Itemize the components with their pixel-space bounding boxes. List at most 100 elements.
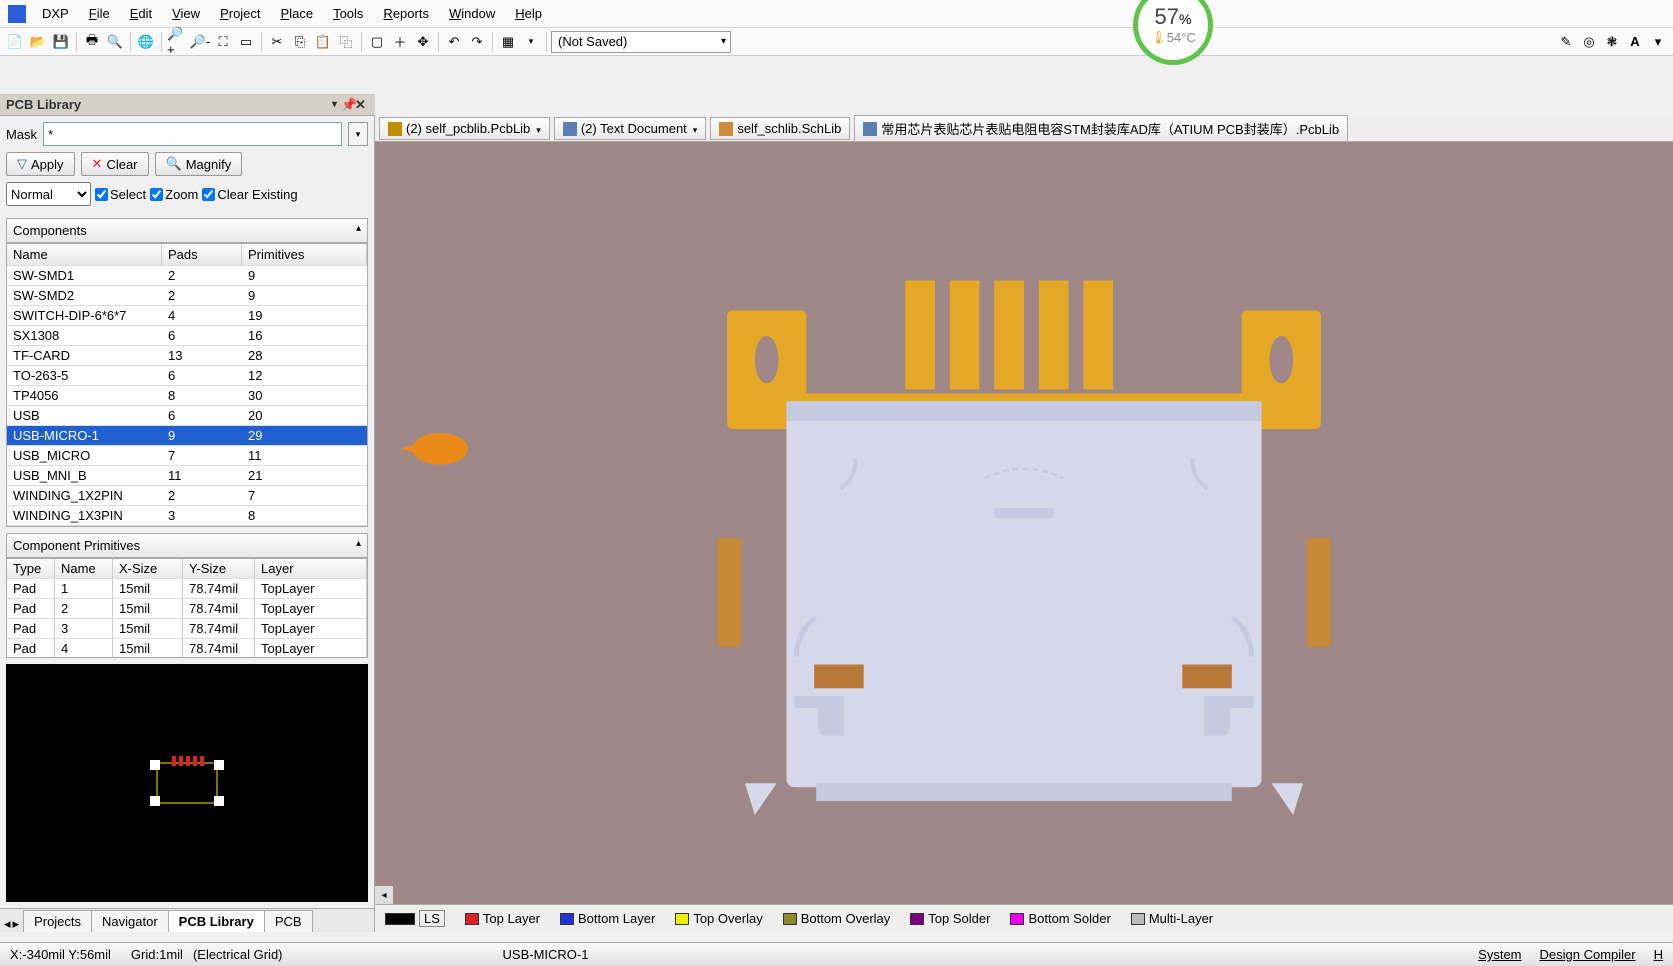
col-layer[interactable]: Layer xyxy=(255,559,367,578)
doc-tab[interactable]: (2) self_pcblib.PcbLib xyxy=(379,117,550,140)
layer-tab[interactable]: Bottom Solder xyxy=(1004,909,1116,928)
close-icon[interactable]: ✕ xyxy=(355,97,369,113)
doc-tab[interactable]: self_schlib.SchLib xyxy=(710,117,850,140)
status-system[interactable]: System xyxy=(1478,947,1521,962)
layer-tab[interactable]: LS xyxy=(379,908,451,929)
layer-tab[interactable]: Multi-Layer xyxy=(1125,909,1219,928)
open-icon[interactable]: 📂 xyxy=(27,31,49,53)
cut-icon[interactable]: ✂ xyxy=(266,31,288,53)
menu-file[interactable]: File xyxy=(79,2,120,25)
crosshair-icon[interactable]: ＋ xyxy=(389,31,411,53)
table-row[interactable]: TO-263-5612 xyxy=(7,366,367,386)
tab-pcb-library[interactable]: PCB Library xyxy=(168,910,265,932)
select-checkbox[interactable]: Select xyxy=(95,187,146,202)
table-row[interactable]: USB_MNI_B1121 xyxy=(7,466,367,486)
table-row[interactable]: Pad415mil78.74milTopLayer xyxy=(7,639,367,658)
layer-tab[interactable]: Bottom Overlay xyxy=(777,909,897,928)
table-row[interactable]: SW-SMD229 xyxy=(7,286,367,306)
table-row[interactable]: SWITCH-DIP-6*6*7419 xyxy=(7,306,367,326)
primitives-grid[interactable]: Type Name X-Size Y-Size Layer Pad115mil7… xyxy=(6,558,368,658)
dup-icon[interactable]: ⿻ xyxy=(335,31,357,53)
menu-window[interactable]: Window xyxy=(439,2,505,25)
move-icon[interactable]: ✥ xyxy=(412,31,434,53)
tab-projects[interactable]: Projects xyxy=(23,910,92,932)
chevron-down-icon[interactable] xyxy=(691,121,698,136)
zoom-checkbox[interactable]: Zoom xyxy=(150,187,198,202)
table-row[interactable]: USB620 xyxy=(7,406,367,426)
mask-dropdown[interactable]: ▾ xyxy=(348,122,368,146)
menu-help[interactable]: Help xyxy=(505,2,552,25)
magnify-button[interactable]: 🔍Magnify xyxy=(155,152,243,176)
pin-icon[interactable]: 📌 xyxy=(341,97,355,113)
layer-tab[interactable]: Top Solder xyxy=(904,909,996,928)
col-name[interactable]: Name xyxy=(7,244,162,265)
mode-select[interactable]: Normal xyxy=(6,182,91,206)
grid-icon[interactable]: ▦ xyxy=(497,31,519,53)
tab-pcb[interactable]: PCB xyxy=(264,910,313,932)
save-icon[interactable]: 💾 xyxy=(50,31,72,53)
clear-button[interactable]: ✕Clear xyxy=(81,152,149,176)
col-x[interactable]: X-Size xyxy=(113,559,183,578)
zoom-select-icon[interactable]: ▭ xyxy=(235,31,257,53)
scroll-left-icon[interactable]: ◂ xyxy=(375,886,393,904)
menu-edit[interactable]: Edit xyxy=(120,2,162,25)
col-primitives[interactable]: Primitives xyxy=(242,244,367,265)
col-type[interactable]: Type xyxy=(7,559,55,578)
table-row[interactable]: Pad315mil78.74milTopLayer xyxy=(7,619,367,639)
layer-tab[interactable]: Top Layer xyxy=(459,909,546,928)
col-name2[interactable]: Name xyxy=(55,559,113,578)
menu-place[interactable]: Place xyxy=(271,2,324,25)
zoom-fit-icon[interactable]: ⛶ xyxy=(212,31,234,53)
components-grid[interactable]: Name Pads Primitives SW-SMD129SW-SMD229S… xyxy=(6,243,368,527)
redo-icon[interactable]: ↷ xyxy=(466,31,488,53)
sel-rect-icon[interactable]: ▢ xyxy=(366,31,388,53)
zoom-in-icon[interactable]: 🔎+ xyxy=(166,31,188,53)
menu-project[interactable]: Project xyxy=(210,2,270,25)
doc-tab[interactable]: 常用芯片表贴芯片表贴电阻电容STM封装库AD库（ATIUM PCB封装库）.Pc… xyxy=(854,115,1348,142)
menu-reports[interactable]: Reports xyxy=(373,2,439,25)
status-h[interactable]: H xyxy=(1654,947,1663,962)
more-icon[interactable]: ▾ xyxy=(1647,31,1669,53)
grid-dd-icon[interactable]: ▾ xyxy=(520,31,542,53)
tab-next-icon[interactable]: ▸ xyxy=(13,916,20,932)
paste-icon[interactable]: 📋 xyxy=(312,31,334,53)
pcb-3d-viewport[interactable]: ◂ xyxy=(375,142,1673,904)
collapse-icon[interactable]: ▴ xyxy=(356,223,361,238)
menu-tools[interactable]: Tools xyxy=(323,2,373,25)
doc-tab[interactable]: (2) Text Document xyxy=(554,117,707,140)
table-row[interactable]: USB_MICRO711 xyxy=(7,446,367,466)
preview-icon[interactable]: 🔍 xyxy=(104,31,126,53)
tab-navigator[interactable]: Navigator xyxy=(91,910,169,932)
print-icon[interactable]: 🖶 xyxy=(81,31,103,53)
table-row[interactable]: WINDING_1X2PIN27 xyxy=(7,486,367,506)
table-row[interactable]: TP4056830 xyxy=(7,386,367,406)
dropdown-icon[interactable]: ▾ xyxy=(332,99,337,110)
table-row[interactable]: WINDING_1X3PIN38 xyxy=(7,506,367,526)
table-row[interactable]: SW-SMD129 xyxy=(7,266,367,286)
menu-dxp[interactable]: DXP xyxy=(32,2,79,25)
chevron-down-icon[interactable] xyxy=(534,121,541,136)
globe-icon[interactable]: 🌐 xyxy=(135,31,157,53)
new-icon[interactable]: 📄 xyxy=(4,31,26,53)
menu-view[interactable]: View xyxy=(162,2,210,25)
layer-tab[interactable]: Top Overlay xyxy=(669,909,768,928)
collapse-icon[interactable]: ▴ xyxy=(356,538,361,553)
status-design-compiler[interactable]: Design Compiler xyxy=(1540,947,1636,962)
layer-tab[interactable]: Bottom Layer xyxy=(554,909,661,928)
donut-icon[interactable]: ◎ xyxy=(1578,31,1600,53)
zoom-out-icon[interactable]: 🔎- xyxy=(189,31,211,53)
table-row[interactable]: TF-CARD1328 xyxy=(7,346,367,366)
apply-button[interactable]: ▽Apply xyxy=(6,152,75,176)
text-icon[interactable]: A xyxy=(1624,31,1646,53)
undo-icon[interactable]: ↶ xyxy=(443,31,465,53)
copy-icon[interactable]: ⎘ xyxy=(289,31,311,53)
tab-prev-icon[interactable]: ◂ xyxy=(4,916,11,932)
savestate-dropdown[interactable]: (Not Saved) xyxy=(551,31,731,53)
table-row[interactable]: USB-MICRO-1929 xyxy=(7,426,367,446)
table-row[interactable]: SX1308616 xyxy=(7,326,367,346)
gear-icon[interactable]: ❃ xyxy=(1601,31,1623,53)
table-row[interactable]: Pad215mil78.74milTopLayer xyxy=(7,599,367,619)
col-pads[interactable]: Pads xyxy=(162,244,242,265)
col-y[interactable]: Y-Size xyxy=(183,559,255,578)
pencil-icon[interactable]: ✎ xyxy=(1555,31,1577,53)
